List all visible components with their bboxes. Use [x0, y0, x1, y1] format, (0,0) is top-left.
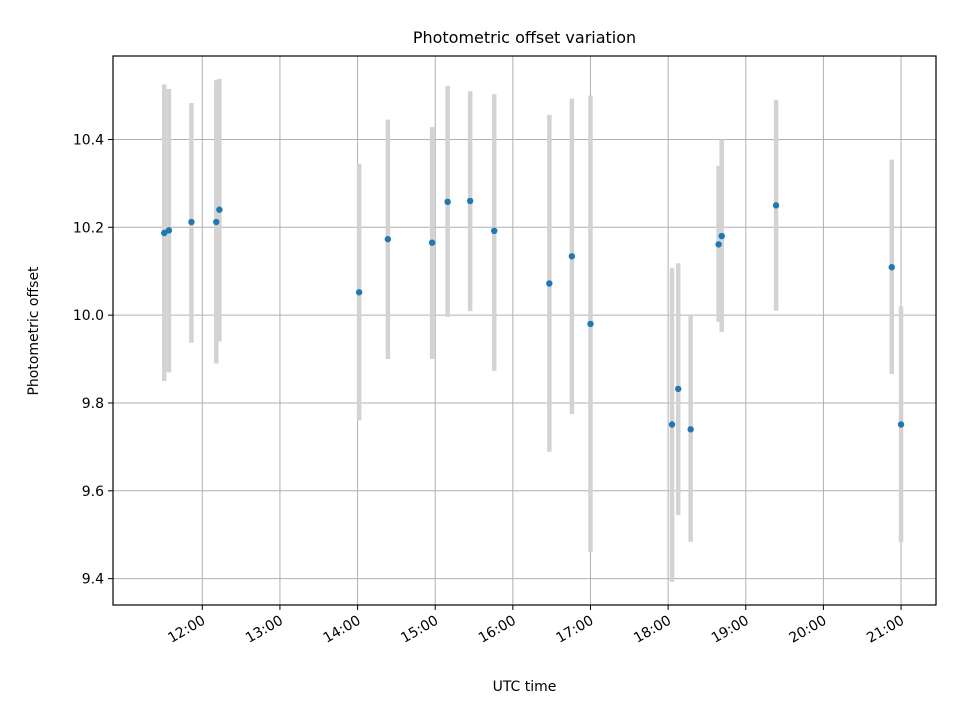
data-point — [165, 227, 173, 234]
data-point — [428, 239, 436, 246]
x-tick-label: 20:00 — [786, 613, 829, 647]
data-point — [587, 320, 594, 328]
data-point — [888, 264, 895, 271]
data-points — [161, 197, 905, 433]
x-axis-ticks: 12:00 13:00 14:00 15:00 16:00 17:00 18:00 19:00… — [165, 605, 907, 647]
x-tick-label: 16:00 — [476, 613, 519, 647]
data-point — [897, 421, 905, 428]
data-point — [772, 202, 780, 209]
x-tick-label: 17:00 — [554, 613, 597, 647]
x-axis-label: UTC time — [493, 679, 557, 695]
data-point — [668, 421, 676, 428]
x-tick-label: 19:00 — [709, 613, 752, 647]
data-point — [546, 280, 553, 287]
data-point — [213, 218, 220, 226]
y-tick-label: 10.0 — [73, 308, 104, 324]
data-point — [715, 241, 722, 248]
data-point — [216, 206, 223, 213]
y-axis-label: Photometric offset — [26, 266, 42, 396]
y-tick-label: 10.4 — [73, 132, 104, 148]
data-point — [188, 218, 195, 226]
x-tick-label: 14:00 — [321, 613, 364, 647]
data-point — [491, 227, 498, 235]
data-point — [718, 232, 725, 240]
x-tick-label: 18:00 — [631, 613, 674, 647]
error-bars — [161, 78, 904, 582]
y-tick-label: 10.2 — [73, 220, 104, 236]
chart-title: Photometric offset variation — [413, 28, 636, 47]
data-point — [384, 235, 392, 243]
x-tick-label: 12:00 — [165, 613, 208, 647]
x-tick-label: 13:00 — [243, 613, 286, 647]
grid — [113, 56, 936, 605]
data-point — [568, 253, 576, 260]
data-point — [161, 229, 168, 237]
y-tick-label: 9.4 — [82, 572, 104, 588]
data-point — [466, 197, 474, 205]
y-tick-label: 9.6 — [82, 484, 104, 500]
x-tick-label: 21:00 — [864, 613, 907, 647]
data-point — [675, 385, 682, 393]
plot-area-frame — [112, 55, 937, 606]
y-axis-ticks: 9.4 9.6 9.8 10.0 10.2 10.4 — [73, 132, 113, 588]
data-point — [355, 289, 363, 296]
data-point — [444, 198, 451, 206]
y-tick-label: 9.8 — [82, 396, 104, 412]
data-point — [687, 426, 694, 433]
x-tick-label: 15:00 — [398, 613, 441, 647]
